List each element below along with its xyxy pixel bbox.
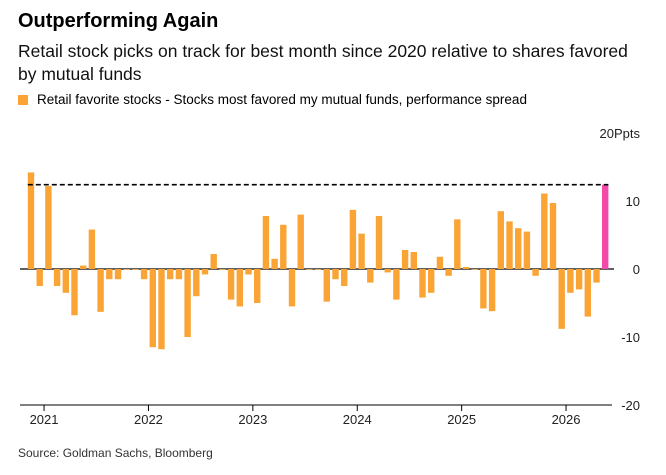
bar bbox=[332, 269, 339, 280]
bar bbox=[515, 228, 522, 269]
bar bbox=[106, 269, 113, 280]
bar bbox=[88, 229, 96, 269]
bar bbox=[210, 254, 217, 269]
bar bbox=[62, 269, 69, 293]
bar bbox=[567, 269, 574, 293]
x-tick-label: 2026 bbox=[552, 412, 581, 427]
bar bbox=[123, 269, 130, 270]
chart-subtitle: Retail stock picks on track for best mon… bbox=[18, 41, 628, 84]
bar bbox=[575, 269, 583, 290]
bar bbox=[454, 219, 461, 269]
bar bbox=[219, 269, 226, 270]
bar bbox=[114, 269, 122, 280]
legend: Retail favorite stocks - Stocks most fav… bbox=[18, 92, 527, 107]
bar bbox=[428, 269, 435, 293]
bar bbox=[410, 252, 417, 269]
bar-current-month bbox=[602, 184, 609, 269]
bar bbox=[306, 269, 313, 270]
bar bbox=[445, 269, 452, 276]
bar bbox=[71, 269, 78, 316]
bar bbox=[262, 215, 270, 269]
y-tick-label: -20 bbox=[621, 398, 640, 413]
bar bbox=[288, 269, 296, 307]
bar bbox=[201, 269, 209, 275]
bar bbox=[227, 269, 235, 300]
x-tick-label: 2025 bbox=[447, 412, 476, 427]
bar bbox=[506, 221, 513, 269]
bar bbox=[45, 186, 52, 269]
bar bbox=[349, 209, 357, 269]
bar bbox=[341, 269, 348, 286]
bar bbox=[384, 269, 391, 273]
bar bbox=[393, 269, 400, 300]
bar bbox=[558, 269, 565, 329]
source-note: Source: Goldman Sachs, Bloomberg bbox=[18, 446, 213, 460]
bar bbox=[132, 269, 139, 270]
bar bbox=[80, 265, 87, 269]
bar bbox=[367, 269, 374, 283]
legend-label: Retail favorite stocks - Stocks most fav… bbox=[37, 92, 527, 107]
bar bbox=[358, 233, 365, 269]
chart-title: Outperforming Again bbox=[18, 10, 219, 32]
y-tick-label: 10 bbox=[626, 194, 640, 209]
bar bbox=[149, 269, 156, 348]
x-tick-label: 2023 bbox=[238, 412, 267, 427]
bar bbox=[462, 266, 470, 269]
x-tick-label: 2024 bbox=[343, 412, 372, 427]
bar bbox=[27, 172, 35, 269]
bar bbox=[436, 256, 444, 269]
bar bbox=[254, 269, 261, 303]
bar bbox=[184, 269, 191, 337]
bar bbox=[236, 269, 243, 307]
bar bbox=[36, 269, 43, 286]
y-tick-label: 0 bbox=[633, 262, 640, 277]
bar bbox=[584, 269, 591, 317]
bar bbox=[523, 231, 531, 269]
x-tick-label: 2021 bbox=[30, 412, 59, 427]
bar bbox=[497, 211, 504, 269]
legend-swatch bbox=[18, 94, 28, 105]
bar bbox=[271, 258, 278, 269]
bar bbox=[193, 269, 200, 297]
bar bbox=[375, 215, 383, 269]
bar bbox=[480, 269, 487, 309]
bar bbox=[532, 269, 539, 276]
bar bbox=[593, 269, 600, 283]
x-tick-label: 2022 bbox=[134, 412, 163, 427]
bar bbox=[419, 269, 426, 298]
bar bbox=[97, 269, 104, 312]
bar bbox=[323, 269, 330, 302]
bar bbox=[471, 269, 478, 270]
bar bbox=[167, 269, 174, 280]
bar bbox=[280, 224, 287, 269]
bar bbox=[175, 269, 183, 280]
bar bbox=[401, 249, 409, 269]
bar bbox=[245, 269, 252, 275]
bar bbox=[158, 269, 165, 350]
bar bbox=[53, 269, 61, 286]
bar bbox=[541, 193, 548, 269]
bar bbox=[488, 269, 496, 312]
bar bbox=[140, 269, 148, 280]
y-tick-label: -10 bbox=[621, 330, 640, 345]
bar bbox=[314, 269, 322, 270]
bar bbox=[549, 203, 557, 269]
y-tick-label: 20Ppts bbox=[600, 126, 641, 141]
bar bbox=[297, 214, 304, 269]
